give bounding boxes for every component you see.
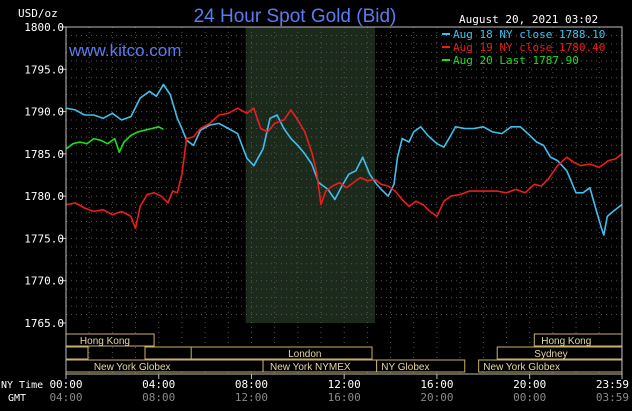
y-axis-ticks: 1800.0 1795.0 1790.0 1785.0 1780.0 1775.0 1770…: [24, 21, 66, 330]
y-tick-label: 1790.0: [24, 106, 64, 119]
y-tick-label: 1800.0: [24, 21, 64, 34]
y-tick-label: 1795.0: [24, 63, 64, 76]
session-label: New York NYMEX: [270, 362, 351, 373]
session-label: Hong Kong: [80, 336, 130, 347]
x-tick-label-gmt: 03:59: [596, 391, 629, 404]
legend-entry: Aug 19 NY close 1780.40: [453, 41, 605, 54]
y-tick-label: 1765.0: [24, 317, 64, 330]
x-tick-label-ny: 08:00: [235, 378, 268, 391]
x-tick-label-ny: 23:59: [596, 378, 629, 391]
gmt-label: GMT: [8, 393, 26, 404]
session-label: London: [288, 349, 321, 360]
x-tick-label-gmt: 00:00: [513, 391, 546, 404]
website-label: www.kitco.com: [68, 41, 181, 60]
x-tick-label-ny: 16:00: [420, 378, 453, 391]
x-tick-label-ny: 12:00: [328, 378, 361, 391]
x-tick-label-ny: 20:00: [513, 378, 546, 391]
session-label: NY Globex: [381, 362, 429, 373]
session-label: New York Globex: [94, 362, 171, 373]
y-unit-label: USD/oz: [18, 7, 58, 20]
x-tick-label-gmt: 04:00: [49, 391, 82, 404]
x-tick-label-ny: 00:00: [49, 378, 82, 391]
session-bar: [376, 359, 466, 373]
ny-time-label: NY Time: [1, 380, 43, 391]
y-tick-label: 1785.0: [24, 148, 64, 161]
legend-entry: Aug 18 NY close 1788.10: [453, 28, 605, 41]
nymex-session-shade: [245, 27, 376, 323]
session-label: New York Globex: [483, 362, 560, 373]
series-line: [65, 83, 623, 236]
x-axis-ticks: 00:00 04:00 08:00 12:00 16:00 20:00 23:5904:00…: [49, 374, 629, 404]
x-tick-label-ny: 04:00: [142, 378, 175, 391]
session-label: Sydney: [534, 349, 567, 360]
trading-sessions: Hong Kong London New York Globex New York N…: [65, 333, 623, 373]
x-tick-label-gmt: 20:00: [420, 391, 453, 404]
session-bar: [190, 346, 373, 360]
series-line: [65, 126, 164, 153]
y-tick-label: 1775.0: [24, 232, 64, 245]
session-stub: [65, 346, 89, 360]
price-series: [65, 83, 623, 236]
x-tick-label-gmt: 16:00: [328, 391, 361, 404]
x-tick-label-gmt: 12:00: [235, 391, 268, 404]
session-label: Hong Kong: [541, 336, 591, 347]
legend-entry: Aug 20 Last 1787.90: [453, 54, 579, 67]
y-tick-label: 1770.0: [24, 275, 64, 288]
x-tick-label-gmt: 08:00: [142, 391, 175, 404]
timestamp: August 20, 2021 03:02: [459, 13, 598, 26]
y-tick-label: 1780.0: [24, 190, 64, 203]
series-line: [65, 107, 623, 230]
chart-title: 24 Hour Spot Gold (Bid): [194, 6, 397, 27]
